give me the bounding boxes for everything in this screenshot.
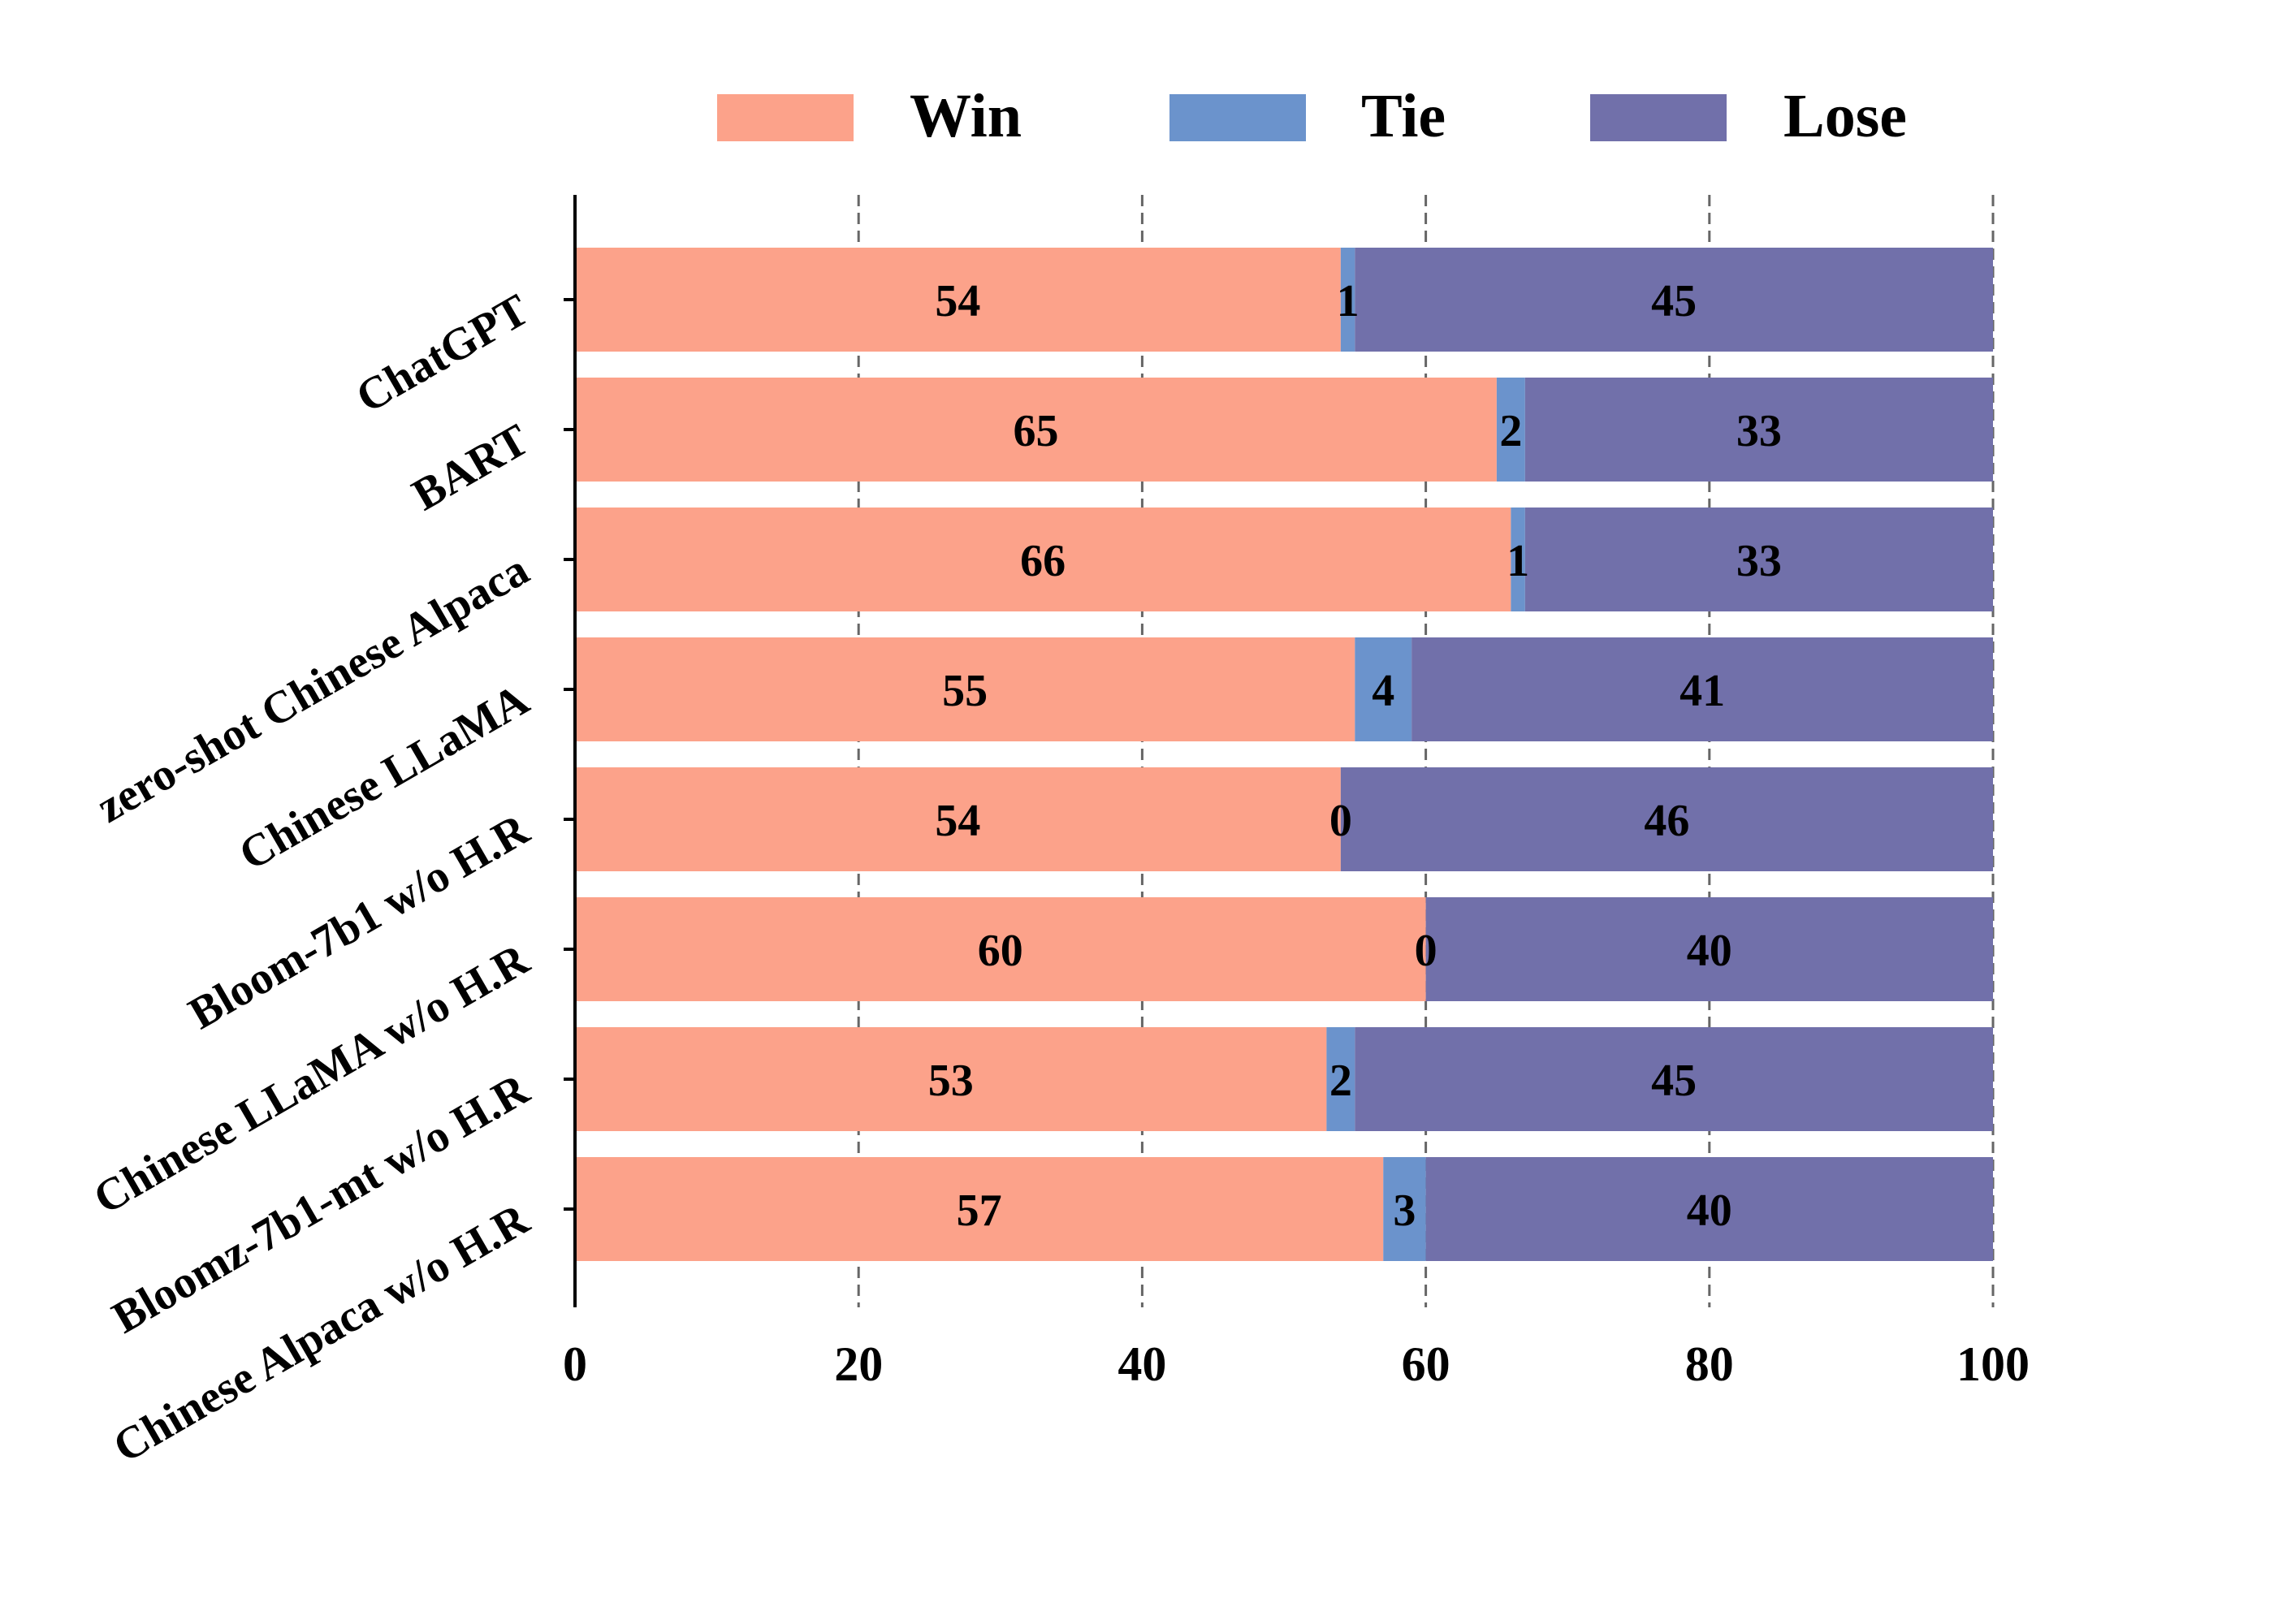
data-label-win-1: 65 <box>1013 406 1058 456</box>
bar-tie-1 <box>1496 378 1525 482</box>
legend-label-win: Win <box>910 82 1022 150</box>
bar-lose-3 <box>1412 637 1993 741</box>
bar-win-4 <box>575 767 1341 871</box>
bar-win-0 <box>575 248 1341 352</box>
bar-win-5 <box>575 897 1426 1001</box>
bar-tie-7 <box>1383 1157 1426 1261</box>
legend-label-lose: Lose <box>1783 82 1907 150</box>
legend-swatch-win <box>717 94 854 141</box>
bar-lose-1 <box>1524 378 1993 482</box>
bar-win-1 <box>575 378 1497 482</box>
x-axis-ticks: 0 20 40 60 80 100 <box>563 1337 2030 1391</box>
data-label-tie-2: 1 <box>1507 536 1529 586</box>
bar-win-7 <box>575 1157 1384 1261</box>
y-tick-label-7: Chinese Alpaca w/o H.R <box>105 1194 538 1472</box>
bar-lose-4 <box>1340 767 1993 871</box>
data-label-lose-6: 45 <box>1651 1056 1697 1106</box>
bar-lose-6 <box>1355 1027 1993 1131</box>
data-label-lose-4: 46 <box>1644 796 1689 846</box>
legend: Win Tie Lose <box>717 82 1907 150</box>
data-label-tie-1: 2 <box>1499 406 1522 456</box>
data-label-tie-5: 0 <box>1415 926 1437 976</box>
legend-swatch-tie <box>1169 94 1306 141</box>
x-tick-label-40: 40 <box>1118 1337 1166 1391</box>
bar-lose-5 <box>1425 897 1993 1001</box>
data-label-win-0: 54 <box>935 276 980 326</box>
bars: 54 1 45 65 2 33 66 1 33 55 4 41 54 0 46 60 0 40 53 2 45 57 3 40 <box>575 248 1993 1261</box>
data-label-tie-3: 4 <box>1372 666 1394 716</box>
data-label-tie-4: 0 <box>1329 796 1352 846</box>
y-tick-label-0: ChatGPT <box>348 285 537 423</box>
data-label-tie-7: 3 <box>1393 1186 1416 1236</box>
data-label-win-3: 55 <box>942 666 988 716</box>
bar-tie-2 <box>1511 508 1525 611</box>
data-label-lose-0: 45 <box>1651 276 1697 326</box>
y-tick-label-6: Bloomz-7b1-mt w/o H.R <box>104 1064 538 1343</box>
data-label-lose-1: 33 <box>1736 406 1782 456</box>
bar-win-2 <box>575 508 1511 611</box>
legend-swatch-lose <box>1590 94 1727 141</box>
legend-label-tie: Tie <box>1361 82 1446 150</box>
data-label-lose-3: 41 <box>1680 666 1725 716</box>
x-tick-label-100: 100 <box>1956 1337 2030 1391</box>
data-label-win-7: 57 <box>957 1186 1002 1236</box>
bar-win-6 <box>575 1027 1327 1131</box>
data-label-lose-7: 40 <box>1687 1186 1732 1236</box>
bar-win-3 <box>575 637 1355 741</box>
grid-lines <box>857 195 1995 1307</box>
data-label-tie-6: 2 <box>1329 1056 1352 1106</box>
bar-lose-7 <box>1425 1157 1993 1261</box>
data-label-win-6: 53 <box>928 1056 974 1106</box>
data-label-tie-0: 1 <box>1337 276 1360 326</box>
data-label-lose-2: 33 <box>1736 536 1782 586</box>
data-label-win-4: 54 <box>935 796 980 846</box>
bar-lose-2 <box>1524 508 1993 611</box>
y-tick-label-1: BART <box>404 415 537 521</box>
data-label-lose-5: 40 <box>1687 926 1732 976</box>
x-tick-label-0: 0 <box>563 1337 587 1391</box>
bar-tie-0 <box>1340 248 1355 352</box>
bar-lose-0 <box>1355 248 1993 352</box>
bar-tie-6 <box>1326 1027 1355 1131</box>
x-tick-label-20: 20 <box>834 1337 883 1391</box>
data-label-win-2: 66 <box>1020 536 1066 586</box>
data-label-win-5: 60 <box>978 926 1023 976</box>
x-tick-label-60: 60 <box>1402 1337 1450 1391</box>
bar-tie-3 <box>1355 637 1412 741</box>
x-tick-label-80: 80 <box>1685 1337 1734 1391</box>
